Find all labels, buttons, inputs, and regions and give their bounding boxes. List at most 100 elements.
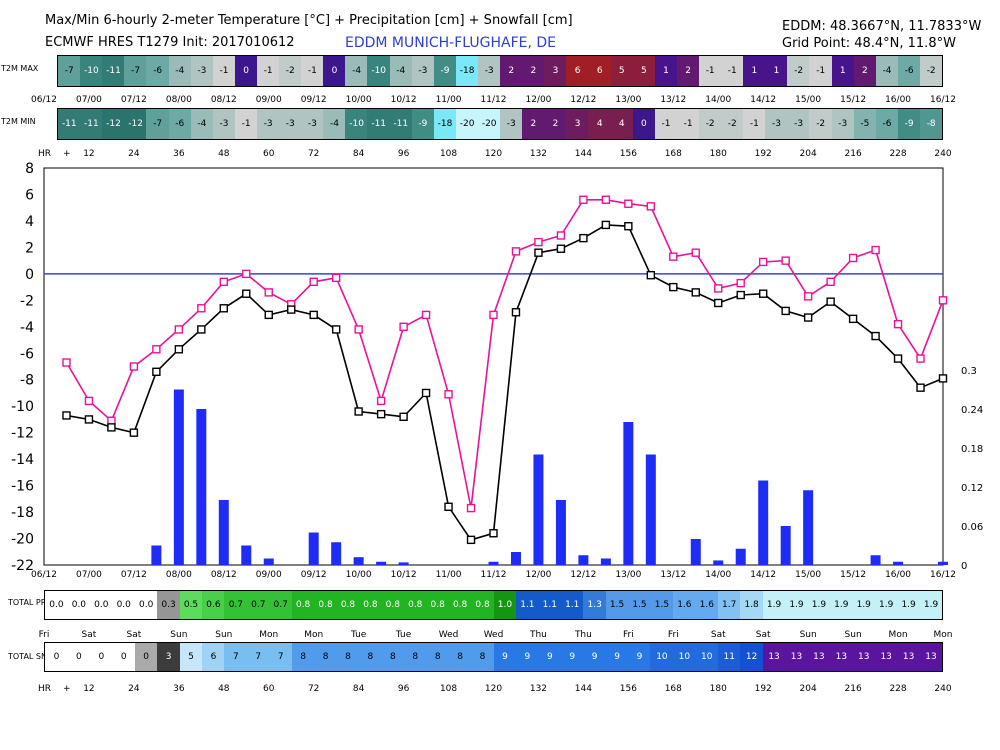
total-snow-cell: 12 [740, 643, 764, 671]
total-precip-cell: 1.3 [583, 591, 607, 619]
total-snow-cell: 9 [560, 643, 584, 671]
total-precip-cell: 0.7 [246, 591, 270, 619]
date-tick-label: 06/12 [31, 95, 57, 105]
date-tick-label: 07/12 [120, 95, 147, 105]
precip-bar [331, 542, 342, 565]
t2m-max-point [264, 288, 273, 297]
t2m-min-cell: -12 [124, 109, 147, 139]
hour-tick-label: 204 [799, 684, 817, 694]
t2m-max-point [781, 256, 790, 265]
t2m-min-point [871, 331, 880, 341]
t2m-min-cell: -11 [58, 109, 81, 139]
t2m-min-point [826, 297, 835, 306]
t2m-min-point [309, 310, 318, 320]
hr-label-bottom: HR [38, 684, 52, 694]
total-precip-cell: 0.8 [381, 591, 405, 619]
t2m-min-point [489, 529, 498, 538]
date-tick-label: 12/00 [525, 570, 552, 580]
t2m-min-point [174, 345, 184, 354]
y2-tick-label: 0.24 [961, 405, 983, 416]
hour-tick-label: 108 [439, 149, 458, 159]
total-precip-label: TOTAL PRECIP [8, 598, 65, 607]
day-tick-label: Sat [710, 630, 726, 640]
day-tick-label: Fri [622, 630, 634, 640]
date-tick-label: 06/12 [31, 570, 57, 580]
t2m-max-cell: -4 [389, 56, 413, 86]
model-init: ECMWF HRES T1279 Init: 2017010612 [45, 35, 295, 50]
hour-tick-label: 36 [173, 684, 185, 694]
t2m-min-point [646, 270, 656, 280]
t2m-min-cell: -11 [367, 109, 390, 139]
date-tick-label: 08/00 [165, 570, 192, 580]
t2m-min-cell: -3 [831, 109, 855, 139]
t2m-max-cell: 2 [522, 56, 545, 86]
t2m-min-cell: -11 [80, 109, 103, 139]
total-snow-cell: 8 [336, 643, 360, 671]
y-tick-label: 8 [25, 161, 34, 177]
total-precip-cell: 1.9 [785, 591, 808, 619]
precip-bar [690, 539, 701, 565]
total-snow-label: TOTAL SNOW [8, 652, 62, 661]
t2m-max-label: T2M MAX [1, 64, 39, 73]
t2m-min-point [938, 374, 948, 383]
total-precip-cell: 1.9 [762, 591, 786, 619]
t2m-max-point [848, 253, 858, 263]
t2m-max-point [938, 296, 948, 305]
t2m-min-point [601, 220, 611, 230]
precip-bar [398, 562, 409, 565]
t2m-max-point [691, 248, 700, 257]
precip-bar [578, 555, 589, 565]
hour-tick-label: 216 [844, 149, 862, 159]
t2m-min-cell: -7 [146, 109, 169, 139]
t2m-max-point [826, 277, 835, 287]
t2m-min-point [264, 310, 273, 320]
date-tick-label: 16/00 [885, 95, 912, 105]
total-precip-cell: 0.0 [112, 591, 136, 619]
t2m-min-point [354, 407, 363, 416]
t2m-max-cell: 5 [632, 56, 656, 86]
t2m-min-cell: -20 [455, 109, 479, 139]
t2m-min-cell: -3 [256, 109, 280, 139]
total-snow-cell: 6 [201, 643, 225, 671]
total-snow-cell: 8 [314, 643, 338, 671]
date-tick-label: 15/00 [795, 95, 822, 105]
hour-tick-label: 144 [574, 684, 592, 694]
t2m-min-cell: -3 [765, 109, 788, 139]
hour-tick-label: 48 [218, 149, 230, 159]
total-snow-cell: 0 [134, 643, 158, 671]
t2m-max-cell: -2 [279, 56, 302, 86]
hour-tick-label: 12 [83, 684, 95, 694]
total-snow-cell: 10 [695, 643, 719, 671]
t2m-max-point [556, 231, 566, 240]
t2m-max-point [916, 354, 925, 363]
date-tick-label: 16/00 [885, 570, 912, 580]
t2m-min-cell: -6 [168, 109, 192, 139]
hour-tick-label: 60 [263, 684, 275, 694]
t2m-min-point [579, 233, 588, 243]
t2m-min-point [511, 308, 521, 317]
precip-bar [510, 552, 521, 565]
t2m-max-cell: -18 [455, 56, 479, 86]
total-precip-cell: 1.1 [560, 591, 584, 619]
t2m-min-label: T2M MIN [1, 117, 36, 126]
y-tick-label: -16 [11, 479, 34, 495]
day-tick-label: Mon [304, 630, 324, 640]
t2m-max-cell: 3 [544, 56, 567, 86]
t2m-min-point [466, 535, 476, 545]
day-tick-label: Thu [574, 630, 592, 640]
t2m-min-point [62, 411, 71, 420]
day-tick-label: Tue [350, 630, 367, 640]
t2m-min-point [669, 282, 678, 292]
location-name: EDDM MUNICH-FLUGHAFE, DE [345, 35, 556, 51]
t2m-max-cell: -10 [367, 56, 390, 86]
t2m-min-cell: -8 [919, 109, 943, 139]
t2m-min-point [107, 423, 116, 432]
t2m-min-cell: -1 [654, 109, 678, 139]
y-tick-label: -8 [20, 373, 34, 389]
date-tick-label: 12/12 [570, 570, 597, 580]
date-tick-label: 14/12 [750, 95, 777, 105]
total-snow-cell: 9 [583, 643, 607, 671]
hour-tick-label: 156 [619, 149, 637, 159]
day-tick-label: Wed [438, 630, 459, 640]
total-precip-cell: 0.8 [314, 591, 338, 619]
